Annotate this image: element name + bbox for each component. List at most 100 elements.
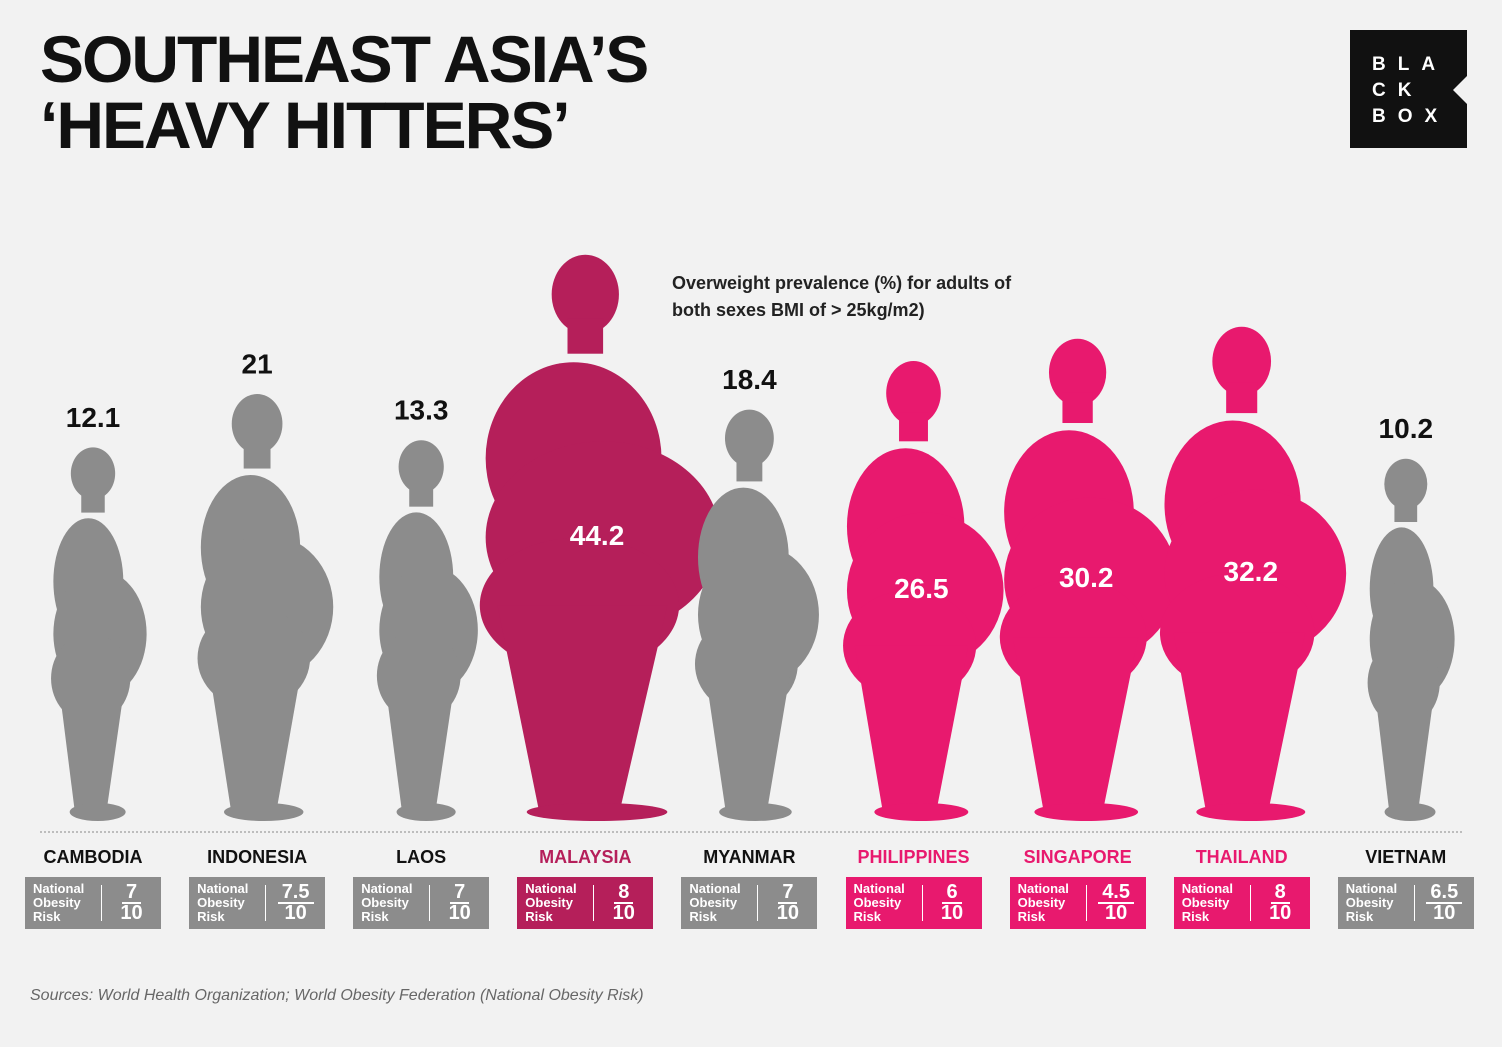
risk-box: National Obesity Risk 7 10 xyxy=(353,877,490,929)
risk-score: 7.5 xyxy=(277,882,314,904)
risk-fraction: 6.5 10 xyxy=(1413,882,1474,923)
figure-neck xyxy=(409,482,434,507)
risk-fraction: 8 10 xyxy=(593,882,653,924)
risk-fraction: 7 10 xyxy=(429,882,489,923)
risk-box: National Obesity Risk 7.5 10 xyxy=(189,877,326,929)
category-label: VIETNAM xyxy=(1365,847,1447,867)
figure-neck xyxy=(899,412,928,442)
figure-head xyxy=(1384,458,1428,510)
figure-feet xyxy=(1034,803,1139,821)
figure xyxy=(1367,458,1455,821)
figure-head xyxy=(724,409,774,468)
risk-label: National Obesity Risk xyxy=(33,881,85,924)
risk-max: 10 xyxy=(1269,902,1292,924)
risk-max: 10 xyxy=(612,902,635,924)
figure xyxy=(1159,326,1347,821)
figure-legs xyxy=(207,658,304,808)
value-label: 10.2 xyxy=(1379,413,1434,444)
risk-fraction: 4.5 10 xyxy=(1085,882,1146,924)
risk-box: National Obesity Risk 8 10 xyxy=(1173,877,1310,929)
figure-feet xyxy=(1196,803,1306,821)
figure xyxy=(197,394,334,821)
figure-legs xyxy=(1373,682,1436,808)
risk-label: National Obesity Risk xyxy=(1181,881,1233,924)
figure-neck xyxy=(1226,382,1258,414)
risk-score: 7 xyxy=(450,882,470,904)
figure-feet xyxy=(69,803,126,821)
figure-feet xyxy=(719,803,792,821)
risk-box: National Obesity Risk 6 10 xyxy=(845,877,982,929)
figure xyxy=(51,447,147,821)
risk-fraction: 7 10 xyxy=(757,882,817,924)
value-label: 18.4 xyxy=(722,364,777,395)
risk-max: 10 xyxy=(940,902,964,924)
figure-legs xyxy=(384,675,456,808)
figure-legs xyxy=(854,645,969,808)
title: SOUTHEAST ASIA’S ‘HEAVY HITTERS’ xyxy=(40,22,649,162)
logo-line: BLA xyxy=(1372,54,1448,75)
risk-score: 6.5 xyxy=(1426,882,1463,904)
figure xyxy=(479,254,721,821)
figure-head xyxy=(1212,326,1272,396)
risk-label: National Obesity Risk xyxy=(361,881,413,924)
figure-head xyxy=(231,394,283,454)
figure-head xyxy=(1048,338,1107,407)
figure xyxy=(376,440,478,821)
figure-legs xyxy=(1012,637,1139,808)
risk-score: 6 xyxy=(942,882,962,904)
category-label: INDONESIA xyxy=(207,847,308,867)
logo-line: CK xyxy=(1372,80,1424,101)
risk-label: National Obesity Risk xyxy=(197,881,249,924)
risk-max: 10 xyxy=(120,902,143,924)
figure-legs xyxy=(1173,632,1306,808)
risk-label: National Obesity Risk xyxy=(525,881,577,924)
risk-fraction: 7 10 xyxy=(101,882,161,924)
risk-box: National Obesity Risk 7 10 xyxy=(25,877,161,929)
figure-neck xyxy=(567,318,604,354)
value-label: 13.3 xyxy=(394,395,449,426)
figure-neck xyxy=(736,455,763,482)
figure-feet xyxy=(526,803,668,821)
figure xyxy=(694,409,819,821)
logo: BLA CK BOX xyxy=(1350,30,1467,148)
risk-score: 8 xyxy=(614,882,634,904)
figure-feet xyxy=(224,803,304,821)
value-label: 30.2 xyxy=(1059,562,1114,593)
figure-legs xyxy=(497,605,668,808)
value-label: 26.5 xyxy=(894,573,949,604)
figure-feet xyxy=(396,803,456,821)
risk-box: National Obesity Risk 7 10 xyxy=(681,877,818,929)
category-label: PHILIPPINES xyxy=(857,847,970,867)
risk-score: 7 xyxy=(778,882,798,904)
category-label: CAMBODIA xyxy=(43,847,143,867)
figure-neck xyxy=(243,441,271,469)
category-label: SINGAPORE xyxy=(1023,847,1132,867)
risk-max: 10 xyxy=(776,902,800,924)
risk-fraction: 6 10 xyxy=(921,882,982,924)
figure-head xyxy=(886,361,941,426)
figure-head xyxy=(551,254,619,334)
risk-label: National Obesity Risk xyxy=(1345,881,1398,924)
value-label: 32.2 xyxy=(1224,556,1279,587)
risk-fraction: 7.5 10 xyxy=(265,882,325,924)
figure-feet xyxy=(874,803,969,821)
figure-head xyxy=(70,447,116,500)
risk-score: 4.5 xyxy=(1098,882,1134,904)
risk-fraction: 8 10 xyxy=(1249,882,1310,924)
category-label: LAOS xyxy=(396,847,447,867)
risk-max: 10 xyxy=(1104,902,1128,924)
figure-neck xyxy=(1394,499,1418,523)
risk-box: National Obesity Risk 6.5 10 xyxy=(1337,877,1474,929)
figure-head xyxy=(398,440,444,494)
risk-score: 8 xyxy=(1270,882,1290,904)
risk-label: National Obesity Risk xyxy=(1017,881,1069,924)
risk-label: National Obesity Risk xyxy=(853,881,905,924)
figure-feet xyxy=(1384,803,1436,821)
value-label: 12.1 xyxy=(66,402,121,433)
risk-max: 10 xyxy=(284,902,307,924)
logo-line: BOX xyxy=(1372,106,1450,127)
risk-box: National Obesity Risk 8 10 xyxy=(517,877,654,929)
figure-neck xyxy=(81,489,105,513)
